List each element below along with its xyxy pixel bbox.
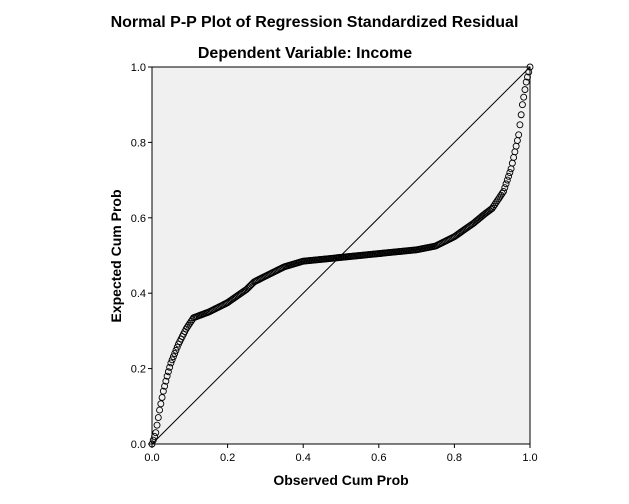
y-tick-label: 0.4 xyxy=(131,288,146,300)
y-tick-label: 1.0 xyxy=(131,62,146,74)
axis-ticks: 0.0 0.2 0.4 0.6 0.8 1.0 0.0 0.2 0.4 0.6 0.8 1.0 xyxy=(131,62,538,464)
data-point xyxy=(498,189,506,197)
data-points xyxy=(148,63,534,448)
data-point xyxy=(522,78,530,86)
y-tick-label: 0.0 xyxy=(131,439,146,451)
x-tick-label: 0.8 xyxy=(447,452,462,464)
x-tick-label: 0.4 xyxy=(296,452,311,464)
data-point xyxy=(171,350,179,357)
data-point xyxy=(505,172,513,180)
data-point xyxy=(159,387,167,395)
data-point xyxy=(516,121,524,129)
data-point xyxy=(524,73,531,81)
data-point xyxy=(246,282,254,290)
data-point xyxy=(153,421,161,429)
x-tick-label: 0.2 xyxy=(220,452,235,464)
data-point xyxy=(520,93,528,101)
data-point xyxy=(243,285,250,293)
chart-subtitle: Dependent Variable: Income xyxy=(197,45,413,62)
y-tick-label: 0.6 xyxy=(131,213,146,225)
data-point xyxy=(244,284,252,292)
y-tick-label: 0.8 xyxy=(131,137,146,149)
data-point xyxy=(163,372,171,380)
x-tick-label: 0.0 xyxy=(144,452,159,464)
data-point xyxy=(158,394,166,401)
data-point xyxy=(172,346,180,354)
data-point xyxy=(167,359,175,367)
x-tick-label: 0.6 xyxy=(371,452,386,464)
y-axis-label: Expected Cum Prob xyxy=(108,189,124,323)
data-point xyxy=(154,414,162,422)
x-tick-label: 1.0 xyxy=(522,452,537,464)
data-point xyxy=(515,131,523,139)
data-point xyxy=(500,187,507,195)
data-point xyxy=(149,436,157,444)
data-point xyxy=(166,363,174,371)
data-point xyxy=(525,68,533,76)
data-point xyxy=(245,283,253,291)
data-point xyxy=(506,169,514,177)
data-point xyxy=(173,343,181,351)
data-point xyxy=(162,377,170,385)
data-point xyxy=(503,176,511,184)
data-point xyxy=(151,433,158,440)
data-point xyxy=(164,368,172,376)
data-point xyxy=(517,111,525,119)
y-tick-label: 0.2 xyxy=(131,364,146,376)
data-point xyxy=(157,400,165,408)
x-axis-label: Observed Cum Prob xyxy=(273,472,409,488)
data-point xyxy=(518,101,526,109)
data-point xyxy=(521,86,529,94)
data-point xyxy=(148,440,156,448)
data-point xyxy=(501,184,509,192)
chart-title: Normal P-P Plot of Regression Standardiz… xyxy=(110,14,519,31)
data-point xyxy=(502,180,510,188)
data-point xyxy=(161,382,169,390)
data-point xyxy=(169,353,177,361)
data-point xyxy=(526,63,534,71)
data-point xyxy=(156,406,164,414)
data-point xyxy=(168,356,176,364)
data-point xyxy=(152,429,160,437)
